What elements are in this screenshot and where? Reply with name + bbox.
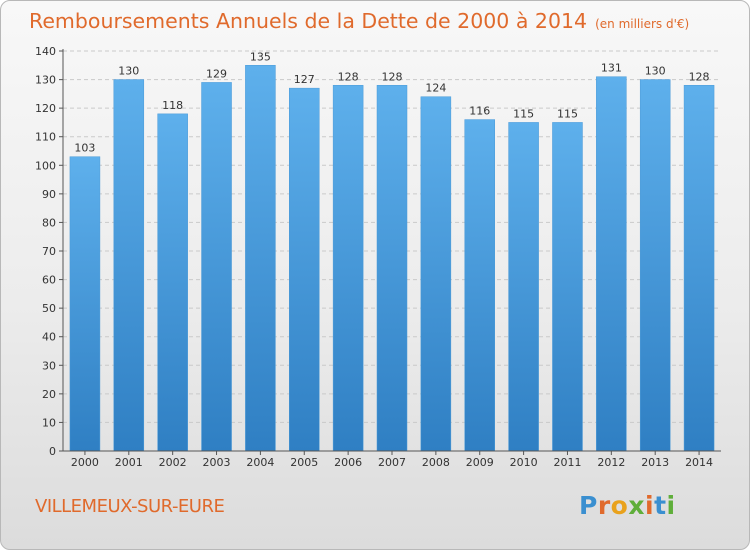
logo-letter: t (654, 491, 667, 520)
data-label-2006: 128 (338, 70, 359, 83)
y-tick-label: 120 (35, 102, 56, 115)
data-label-2008: 124 (425, 82, 446, 95)
bar-2006 (332, 85, 364, 452)
x-tick-label: 2002 (159, 456, 187, 469)
axes: 0 10 20 30 40 50 60 70 80 90 100 110 120 130 140 2000 20… (35, 45, 721, 469)
x-tick-label: 2003 (203, 456, 231, 469)
data-label-2003: 129 (206, 67, 227, 80)
x-tick-label: 2004 (246, 456, 274, 469)
bar-2000 (69, 156, 101, 452)
y-tick-label: 30 (42, 359, 56, 372)
y-tick-label: 10 (42, 416, 56, 429)
x-tick-label: 2012 (597, 456, 625, 469)
logo-letter: o (610, 491, 629, 520)
data-label-2010: 115 (513, 107, 534, 120)
data-labels: 103 130 118 129 135 127 128 128 124 116 115 115 131 1… (74, 50, 709, 154)
x-tick-label: 2006 (334, 456, 362, 469)
data-label-2013: 130 (645, 65, 666, 78)
x-tick-label: 2009 (466, 456, 494, 469)
chart-title-text: Remboursements Annuels de la Dette de 20… (29, 9, 588, 33)
data-label-2004: 135 (250, 50, 271, 63)
y-tick-label: 80 (42, 216, 56, 229)
data-label-2001: 130 (118, 65, 139, 78)
data-label-2014: 128 (689, 70, 710, 83)
data-label-2012: 131 (601, 62, 622, 75)
x-tick-label: 2010 (510, 456, 538, 469)
bar-2007 (376, 85, 408, 452)
data-label-2000: 103 (74, 142, 95, 155)
x-tick-label: 2007 (378, 456, 406, 469)
y-tick-label: 60 (42, 274, 56, 287)
y-tick-label: 70 (42, 245, 56, 258)
data-label-2005: 127 (294, 73, 315, 86)
bar-2002 (157, 113, 188, 452)
y-tick-label: 100 (35, 159, 56, 172)
y-tick-label: 40 (42, 331, 56, 344)
logo-letter: i (666, 491, 676, 520)
x-tick-label: 2013 (641, 456, 669, 469)
x-tick-label: 2011 (553, 456, 581, 469)
commune-name: VILLEMEUX-SUR-EURE (35, 496, 225, 517)
bar-2005 (289, 87, 320, 452)
bar-2010 (508, 122, 539, 452)
data-label-2009: 116 (469, 105, 490, 118)
data-label-2007: 128 (382, 70, 403, 83)
data-label-2002: 118 (162, 99, 183, 112)
logo-letter: i (645, 491, 655, 520)
y-tick-label: 20 (42, 388, 56, 401)
y-tick-label: 50 (42, 302, 56, 315)
data-label-2011: 115 (557, 107, 578, 120)
bars (69, 65, 715, 452)
y-tick-label: 110 (35, 131, 56, 144)
x-tick-label: 2014 (685, 456, 713, 469)
x-tick-label: 2005 (290, 456, 318, 469)
proxiti-logo: Proxiti (579, 491, 676, 520)
bar-2012 (596, 76, 627, 452)
chart-title: Remboursements Annuels de la Dette de 20… (29, 9, 689, 33)
bar-2004 (245, 65, 276, 452)
logo-letter: r (597, 491, 611, 520)
bar-2009 (464, 119, 495, 452)
bar-2014 (683, 85, 715, 452)
bar-2003 (201, 82, 232, 452)
x-tick-label: 2000 (71, 456, 99, 469)
logo-letter: x (628, 491, 645, 520)
bar-2008 (420, 96, 452, 452)
y-tick-label: 90 (42, 188, 56, 201)
x-tick-label: 2001 (115, 456, 143, 469)
y-tick-label: 130 (35, 74, 56, 87)
chart-unit: (en milliers d'€) (595, 17, 690, 31)
y-tick-label: 0 (49, 445, 56, 458)
bar-2001 (113, 79, 145, 452)
logo-letter: P (579, 491, 598, 520)
y-tick-label: 140 (35, 45, 56, 58)
x-tick-label: 2008 (422, 456, 450, 469)
bar-2013 (639, 79, 671, 452)
bar-2011 (552, 122, 583, 452)
